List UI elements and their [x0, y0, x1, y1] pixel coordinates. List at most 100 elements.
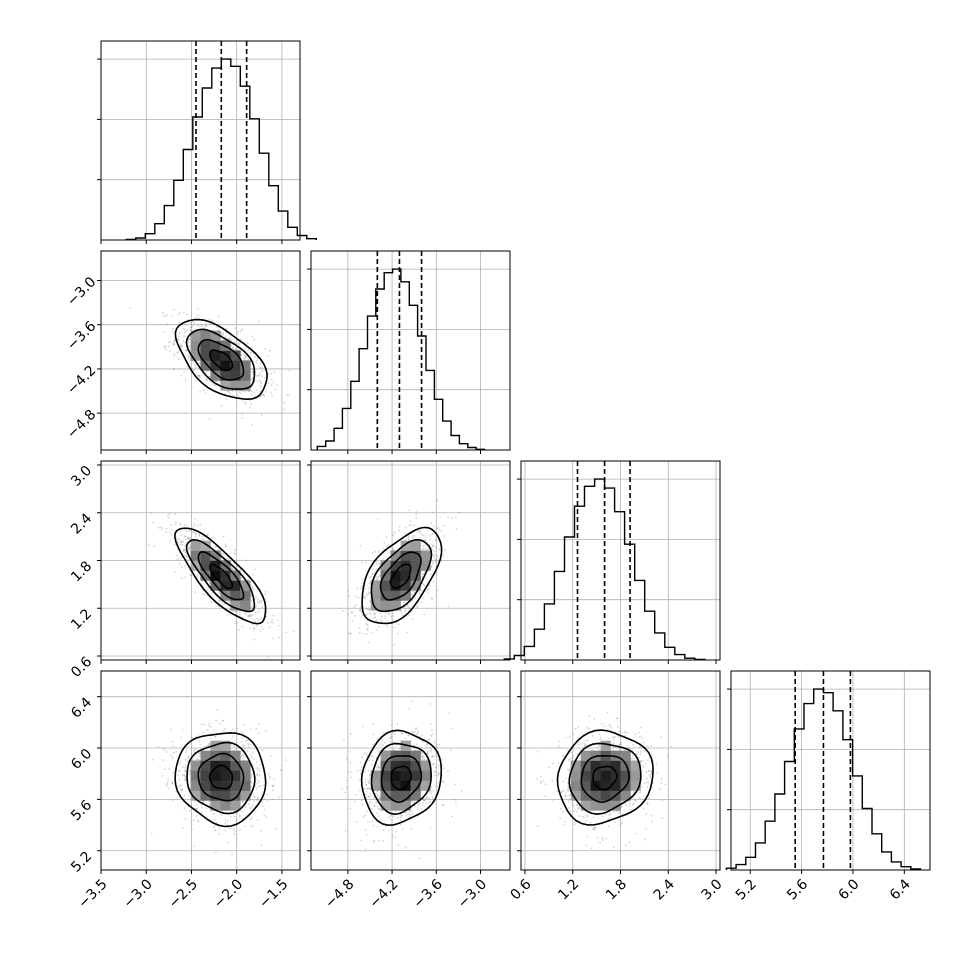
scatter-point [428, 797, 430, 799]
scatter-point [256, 783, 258, 785]
scatter-point [419, 858, 421, 860]
scatter-point [179, 541, 181, 543]
scatter-point [273, 785, 275, 787]
scatter-point [552, 763, 554, 765]
scatter-point [241, 354, 243, 356]
scatter-point [177, 785, 179, 787]
scatter-point [393, 534, 395, 536]
scatter-point [438, 764, 440, 766]
scatter-point [234, 327, 236, 329]
scatter-point [207, 729, 209, 731]
scatter-point [392, 619, 394, 621]
scatter-point [266, 799, 268, 801]
scatter-point [366, 633, 368, 635]
scatter-point [373, 733, 375, 735]
scatter-point [259, 767, 261, 769]
scatter-point [181, 567, 183, 569]
scatter-point [435, 546, 437, 548]
scatter-point [252, 764, 254, 766]
scatter-point [357, 588, 359, 590]
scatter-point [421, 534, 423, 536]
scatter-point [151, 833, 153, 835]
scatter-point [193, 819, 195, 821]
scatter-point [433, 581, 435, 583]
scatter-point [196, 804, 198, 806]
scatter-point [199, 755, 201, 757]
scatter-point [413, 535, 415, 537]
scatter-point [252, 614, 254, 616]
scatter-point [168, 768, 170, 770]
scatter-point [262, 749, 264, 751]
scatter-point [432, 755, 434, 757]
scatter-point [177, 539, 179, 541]
scatter-point [175, 751, 177, 753]
scatter-point [447, 516, 449, 518]
scatter-point [365, 848, 367, 850]
scatter-point [369, 801, 371, 803]
scatter-point [417, 805, 419, 807]
scatter-point [382, 744, 384, 746]
scatter-point [261, 844, 263, 846]
scatter-point [416, 606, 418, 608]
scatter-point [179, 763, 181, 765]
scatter-point [195, 518, 197, 520]
scatter-point [165, 349, 167, 351]
scatter-point [618, 811, 620, 813]
density-cell [210, 781, 220, 791]
scatter-point [589, 715, 591, 717]
scatter-point [392, 732, 394, 734]
scatter-point [650, 745, 652, 747]
scatter-point [215, 546, 217, 548]
scatter-point [442, 781, 444, 783]
scatter-point [256, 767, 258, 769]
scatter-point [221, 814, 223, 816]
scatter-point [244, 825, 246, 827]
scatter-point [368, 759, 370, 761]
scatter-point [372, 632, 374, 634]
scatter-point [251, 390, 253, 392]
scatter-point [436, 559, 438, 561]
scatter-point [178, 770, 180, 772]
scatter-point [168, 517, 170, 519]
scatter-point [251, 773, 253, 775]
scatter-point [573, 805, 575, 807]
scatter-point [436, 755, 438, 757]
scatter-point [366, 754, 368, 756]
scatter-point [166, 751, 168, 753]
scatter-point [209, 319, 211, 321]
scatter-point [360, 588, 362, 590]
scatter-point [406, 812, 408, 814]
scatter-point [421, 758, 423, 760]
scatter-point [247, 750, 249, 752]
scatter-point [251, 607, 253, 609]
density-cell [381, 600, 391, 610]
scatter-point [201, 806, 203, 808]
scatter-point [186, 697, 188, 699]
scatter-point [250, 826, 252, 828]
scatter-point [405, 527, 407, 529]
scatter-point [346, 780, 348, 782]
scatter-point [569, 736, 571, 738]
scatter-point [201, 723, 203, 725]
scatter-point [250, 819, 252, 821]
scatter-point [252, 805, 254, 807]
scatter-point [253, 639, 255, 641]
scatter-point [347, 590, 349, 592]
scatter-point [368, 796, 370, 798]
scatter-point [193, 369, 195, 371]
scatter-point [204, 746, 206, 748]
scatter-point [228, 601, 230, 603]
scatter-point [433, 526, 435, 528]
scatter-point [229, 392, 231, 394]
scatter-point [348, 595, 350, 597]
scatter-point [172, 328, 174, 330]
scatter-point [431, 598, 433, 600]
scatter-point [422, 756, 424, 758]
scatter-point [252, 586, 254, 588]
scatter-point [385, 615, 387, 617]
scatter-point [375, 793, 377, 795]
density-cell [240, 790, 250, 800]
scatter-point [152, 759, 154, 761]
scatter-point [230, 338, 232, 340]
scatter-point [254, 621, 256, 623]
